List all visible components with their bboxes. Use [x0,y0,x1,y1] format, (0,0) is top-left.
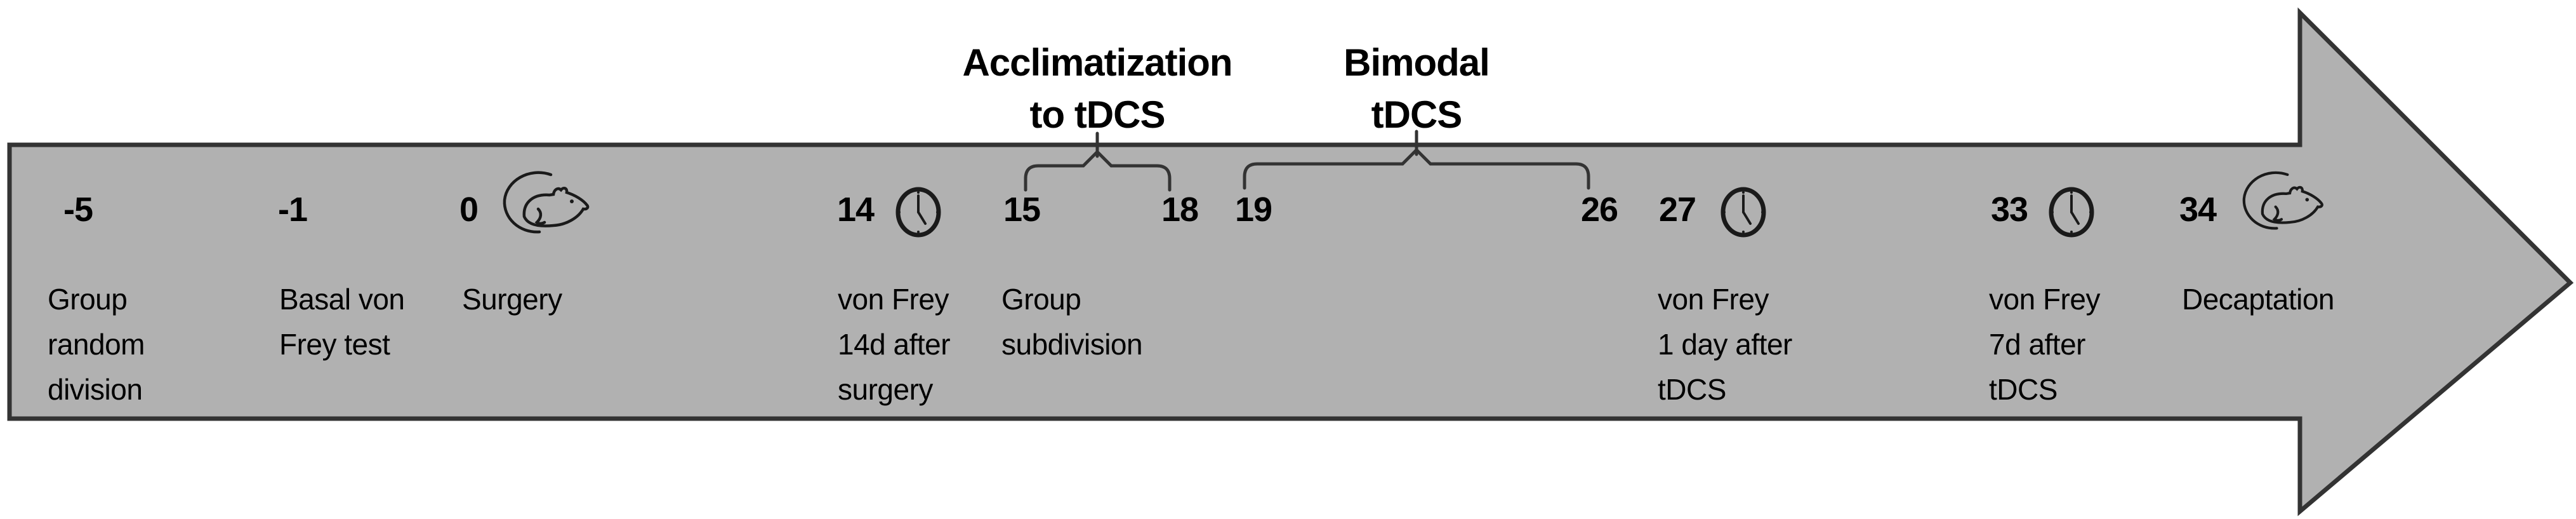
event-label-basal-von-frey: Basal von Frey test [279,277,405,367]
day-number-27: 27 [1659,191,1696,229]
event-label-line: tDCS [1658,373,1726,406]
event-label-line: Surgery [462,283,562,316]
day-number-34: 34 [2179,191,2217,229]
event-label-line: Decaptation [2182,283,2335,316]
day-number-14: 14 [837,191,875,229]
day-number-minus5: -5 [63,191,93,229]
event-label-line: division [48,373,143,406]
event-label-line: Group [48,283,128,316]
event-label-line: 14d after [838,328,951,361]
day-number-15: 15 [1003,191,1041,229]
phase-title-line: to tDCS [1029,93,1166,136]
day-number-26: 26 [1581,191,1618,229]
clock-icon [1721,187,1766,238]
rat-icon [503,171,590,234]
event-label-group-random-division: Group random division [48,277,145,412]
phase-title-line: Acclimatization [962,41,1232,84]
event-label-group-subdivision: Group subdivision [1001,277,1143,367]
phase-title-acclimatization: Acclimatization to tDCS [907,37,1288,141]
timeline-arrow-shape [7,7,2574,516]
event-label-line: 1 day after [1658,328,1792,361]
event-label-surgery: Surgery [462,277,562,322]
event-label-von-frey-1day: von Frey 1 day after tDCS [1658,277,1792,412]
day-number-18: 18 [1161,191,1199,229]
event-label-line: tDCS [1989,373,2057,406]
event-label-line: 7d after [1989,328,2085,361]
event-label-decaptation: Decaptation [2182,277,2335,322]
event-label-von-frey-7d: von Frey 7d after tDCS [1989,277,2100,412]
event-label-line: Group [1001,283,1081,316]
event-label-line: random [48,328,145,361]
phase-title-line: Bimodal [1344,41,1490,84]
clock-icon [2049,187,2094,238]
event-label-line: Frey test [279,328,390,361]
event-label-line: surgery [838,373,933,406]
event-label-line: von Frey [1658,283,1769,316]
event-label-line: subdivision [1001,328,1143,361]
day-number-19: 19 [1235,191,1272,229]
rat-icon [2242,171,2323,230]
event-label-line: von Frey [838,283,949,316]
event-label-von-frey-14d: von Frey 14d after surgery [838,277,951,412]
day-number-0: 0 [459,191,479,229]
phase-title-bimodal: Bimodal tDCS [1226,37,1607,141]
event-label-line: von Frey [1989,283,2100,316]
event-label-line: Basal von [279,283,405,316]
phase-title-line: tDCS [1371,93,1463,136]
clock-icon [895,187,941,238]
day-number-minus1: -1 [278,191,308,229]
day-number-33: 33 [1991,191,2028,229]
